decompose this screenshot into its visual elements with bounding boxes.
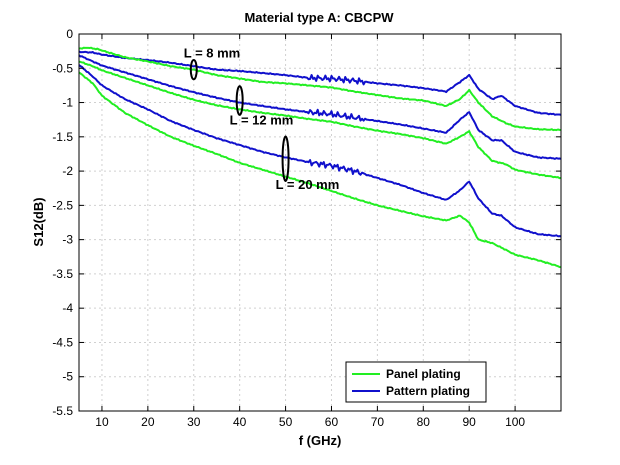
y-tick-label: 0: [66, 27, 73, 41]
annotation-label: L = 8 mm: [184, 46, 240, 61]
legend-label: Pattern plating: [386, 384, 470, 398]
y-tick-label: -4: [62, 301, 73, 315]
series-line-l-20-mm-panel: [78, 71, 562, 269]
y-tick-label: -5: [62, 370, 73, 384]
plot-frame: [78, 33, 562, 412]
series-line-l-8-mm-pattern: [78, 50, 562, 116]
x-tick-label: 50: [279, 415, 293, 429]
y-tick-label: -5.5: [52, 404, 73, 418]
x-tick-label: 10: [95, 415, 109, 429]
y-tick-label: -2.5: [52, 198, 73, 212]
annotation-marker: [281, 135, 290, 183]
series-line-l-20-mm-pattern: [78, 64, 562, 238]
series-line-l-8-mm-panel: [78, 46, 562, 132]
legend: Panel plating Pattern plating: [345, 361, 487, 403]
y-tick-label: -3.5: [52, 267, 73, 281]
x-tick-label: 60: [325, 415, 339, 429]
y-tick-label: -1: [62, 96, 73, 110]
series-group: [78, 46, 562, 269]
y-tick-label: -3: [62, 233, 73, 247]
x-tick-label: 20: [141, 415, 155, 429]
y-tick-label: -2: [62, 164, 73, 178]
series-line-l-12-mm-panel: [78, 60, 562, 180]
x-axis-label: f (GHz): [299, 433, 342, 448]
annotation-marker: [189, 59, 198, 81]
grid: [79, 33, 561, 412]
annotation-label: L = 12 mm: [230, 112, 294, 127]
y-tick-label: -1.5: [52, 130, 73, 144]
x-tick-label: 90: [463, 415, 477, 429]
x-tick-label: 70: [371, 415, 385, 429]
y-axis-label: S12(dB): [31, 197, 46, 246]
x-tick-label: 30: [187, 415, 201, 429]
x-tick-label: 80: [417, 415, 431, 429]
y-tick-label: -4.5: [52, 335, 73, 349]
legend-label: Panel plating: [386, 367, 461, 381]
chart-title: Material type A: CBCPW: [244, 10, 394, 25]
legend-box: [345, 361, 487, 403]
x-tick-label: 100: [505, 415, 525, 429]
y-tick-label: -0.5: [52, 61, 73, 75]
annotation-label: L = 20 mm: [276, 177, 340, 192]
series-line-l-12-mm-pattern: [78, 54, 562, 160]
annotations: L = 8 mm L = 12 mm L = 20 mm: [184, 46, 340, 192]
annotation-marker: [235, 85, 244, 116]
axis-ticks: 10 20 30 40 50 60 70 80 90 100 0 -0.5 -1 -1.5 -2 -2.5 -3…: [52, 27, 561, 429]
x-tick-label: 40: [233, 415, 247, 429]
